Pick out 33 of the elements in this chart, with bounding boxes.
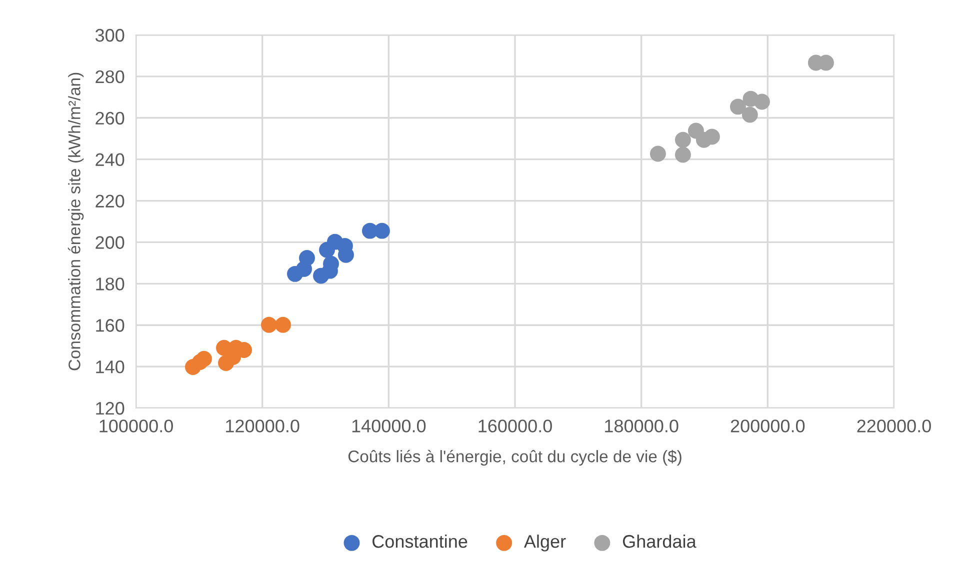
y-tick-label: 180: [96, 278, 124, 290]
y-axis-title: Consommation énergie site (kWh/m²/an): [68, 72, 84, 370]
x-tick-label: 200000.0: [730, 420, 805, 432]
x-tick-label: 180000.0: [605, 420, 678, 432]
y-tick-label: 240: [96, 153, 124, 166]
y-tick-label: 140: [96, 360, 124, 374]
x-tick-label: 120000.0: [226, 420, 300, 432]
y-tick-label: 300: [95, 28, 124, 42]
point: [650, 146, 666, 162]
legend-label: Ghardaia: [622, 534, 696, 548]
point: [704, 128, 720, 145]
point: [196, 350, 212, 367]
y-tick-label: 260: [96, 112, 124, 125]
x-tick-label: 140000.0: [352, 420, 426, 432]
y-tick-label: 200: [96, 236, 124, 249]
y-tick-label: 280: [96, 70, 124, 84]
x-tick-label: 160000.0: [478, 420, 552, 432]
legend-label: Constantine: [372, 534, 468, 548]
point: [742, 106, 758, 123]
point: [674, 146, 691, 163]
x-tick-label: 100000.0: [100, 420, 173, 432]
x-tick-label: 220000.0: [857, 420, 931, 432]
legend-label: Alger: [524, 534, 566, 552]
y-tick-label: 160: [96, 319, 124, 332]
point: [299, 250, 315, 266]
y-tick-label: 220: [96, 194, 124, 208]
point: [754, 94, 770, 110]
x-axis-title: Coûts liés à l'énergie, coût du cycle de vie ($): [348, 450, 682, 466]
point: [730, 98, 746, 115]
point: [275, 316, 291, 333]
y-tick-label: 120: [96, 402, 124, 415]
point: [260, 316, 277, 333]
point: [674, 132, 691, 148]
